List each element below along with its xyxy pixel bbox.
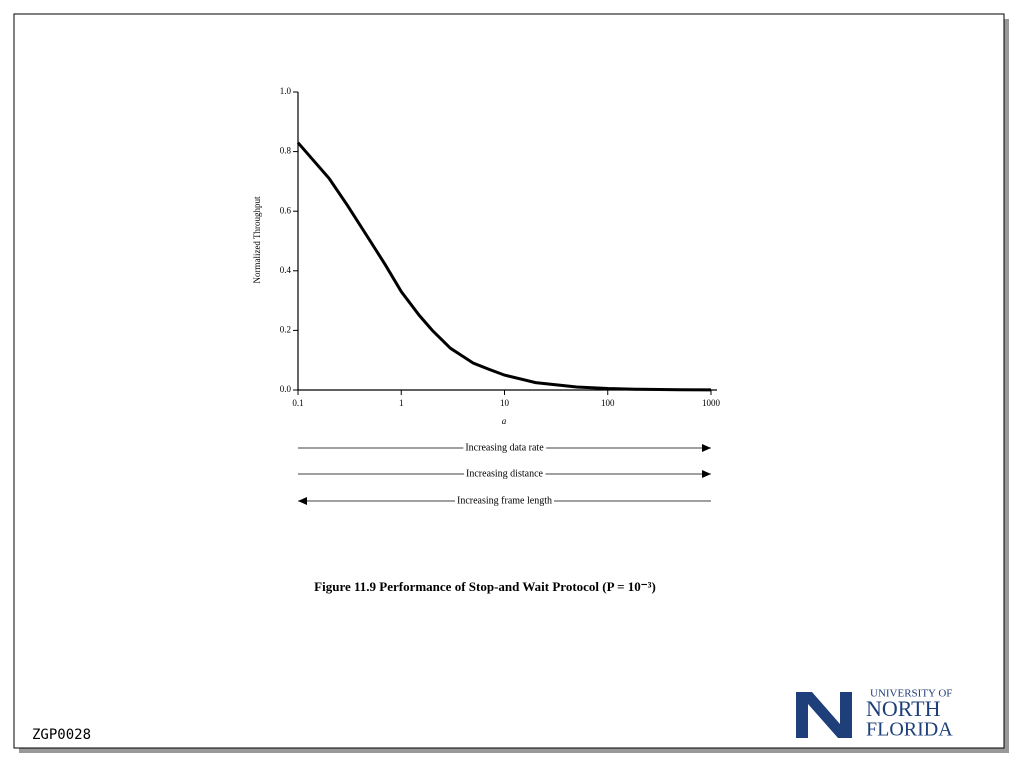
label-bg [464,468,546,480]
x-tick-label: 10 [500,398,510,408]
line [296,141,712,392]
label-bg [463,442,547,454]
y-axis-label: Normalized Throughput [252,196,262,284]
x-tick-label: 0.1 [292,398,303,408]
x-tick-label: 1000 [702,398,721,408]
arrow-label: Increasing distance [466,468,543,479]
slide-frame [13,13,1005,749]
arrow-head [298,497,307,505]
logo-line: UNIVERSITY OF [870,688,952,700]
y-tick-label: 1.0 [280,86,292,96]
arrow-head [702,444,711,452]
x-tick-label: 1 [399,398,404,408]
arrow-label: Increasing frame length [457,495,552,506]
x-axis-label: a [502,416,507,426]
logo: UNIVERSITY OF NORTH FLORIDA [796,688,953,741]
logo-n [796,692,852,738]
label-bg [455,495,554,507]
y-tick-label: 0.2 [280,324,291,334]
slide-code: ZGP0028 [32,727,91,743]
y-tick-label: 0.8 [280,146,292,156]
y-tick-label: 0.4 [280,265,292,275]
arrow-label: Increasing data rate [465,442,544,453]
arrow-head [702,470,711,478]
y-tick-label: 0.0 [280,384,292,394]
logo-line: NORTH [866,696,941,721]
y-tick-label: 0.6 [280,205,292,215]
logo-line: FLORIDA [866,719,953,741]
x-tick-label: 100 [601,398,615,408]
caption: Figure 11.9 Performance of Stop-and Wait… [314,579,656,594]
